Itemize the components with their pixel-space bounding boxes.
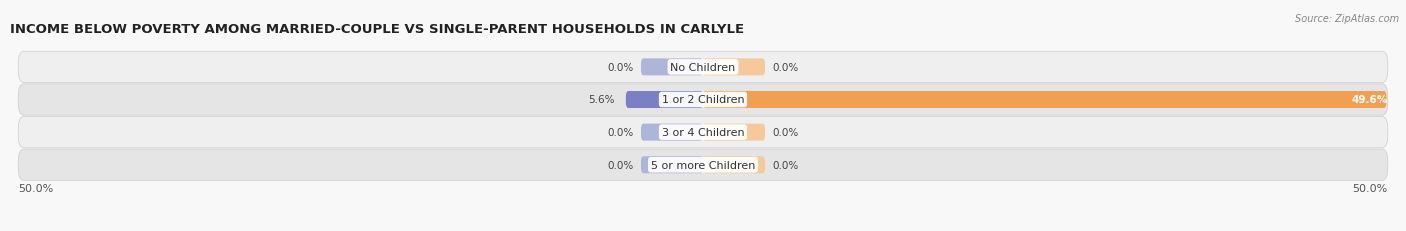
FancyBboxPatch shape xyxy=(18,149,1388,181)
Text: Source: ZipAtlas.com: Source: ZipAtlas.com xyxy=(1295,14,1399,24)
Text: 0.0%: 0.0% xyxy=(607,63,634,73)
Text: No Children: No Children xyxy=(671,63,735,73)
FancyBboxPatch shape xyxy=(18,85,1388,116)
Text: INCOME BELOW POVERTY AMONG MARRIED-COUPLE VS SINGLE-PARENT HOUSEHOLDS IN CARLYLE: INCOME BELOW POVERTY AMONG MARRIED-COUPL… xyxy=(10,23,744,36)
Text: 0.0%: 0.0% xyxy=(772,160,799,170)
FancyBboxPatch shape xyxy=(18,52,1388,83)
FancyBboxPatch shape xyxy=(626,92,703,109)
Text: 50.0%: 50.0% xyxy=(1353,183,1388,193)
Text: 1 or 2 Children: 1 or 2 Children xyxy=(662,95,744,105)
FancyBboxPatch shape xyxy=(703,59,765,76)
Text: 0.0%: 0.0% xyxy=(607,128,634,137)
FancyBboxPatch shape xyxy=(18,117,1388,148)
Text: 5.6%: 5.6% xyxy=(588,95,614,105)
FancyBboxPatch shape xyxy=(703,157,765,173)
FancyBboxPatch shape xyxy=(641,157,703,173)
FancyBboxPatch shape xyxy=(641,59,703,76)
FancyBboxPatch shape xyxy=(641,124,703,141)
Text: 3 or 4 Children: 3 or 4 Children xyxy=(662,128,744,137)
FancyBboxPatch shape xyxy=(703,124,765,141)
Text: 0.0%: 0.0% xyxy=(772,63,799,73)
Text: 0.0%: 0.0% xyxy=(772,128,799,137)
Text: 5 or more Children: 5 or more Children xyxy=(651,160,755,170)
Text: 50.0%: 50.0% xyxy=(18,183,53,193)
Text: 49.6%: 49.6% xyxy=(1351,95,1388,105)
Text: 0.0%: 0.0% xyxy=(607,160,634,170)
FancyBboxPatch shape xyxy=(703,92,1386,109)
